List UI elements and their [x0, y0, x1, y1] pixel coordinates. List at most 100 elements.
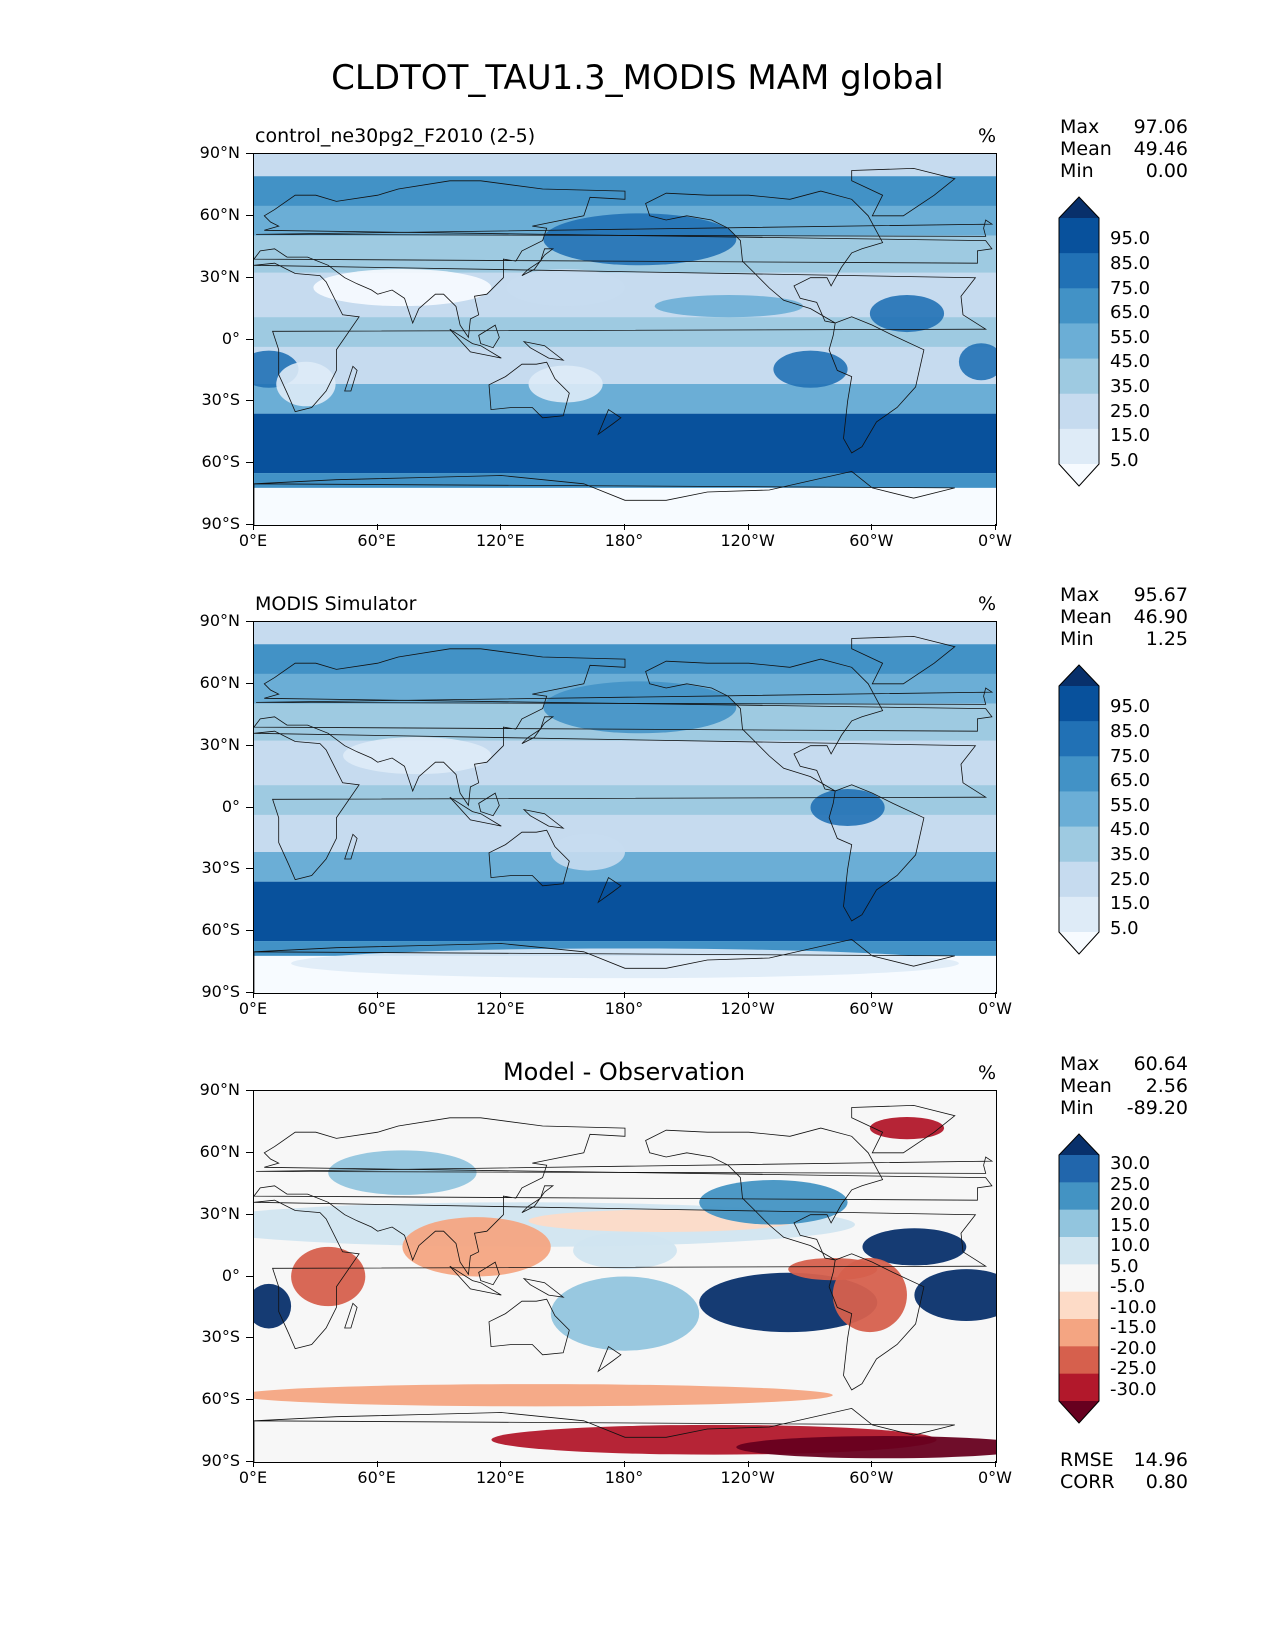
lon-tick-label: 180°: [604, 1468, 644, 1487]
stat-row: Mean 2.56: [1060, 1075, 1188, 1097]
colorbar-tick-label: 85.0: [1110, 252, 1151, 274]
stat-row: Mean 49.46: [1060, 138, 1188, 160]
lat-tick: [246, 462, 253, 464]
colorbar-tick-label: 85.0: [1110, 720, 1151, 742]
colorbar-segment: [1059, 721, 1099, 757]
lat-tick-label: 90°N: [199, 1080, 240, 1099]
colorbar-tick-label: 25.0: [1110, 1173, 1151, 1195]
lat-tick-label: 90°S: [201, 514, 240, 533]
lat-tick-label: 30°N: [199, 734, 240, 754]
colorbar-segment: [1059, 253, 1099, 289]
colorbar-tick-label: -5.0: [1110, 1276, 1146, 1297]
colorbar-tick-label: 10.0: [1110, 1235, 1151, 1256]
lon-tick-label: 60°W: [849, 999, 894, 1018]
colorbar: [1058, 1133, 1100, 1424]
stat-row: Min 1.25: [1060, 628, 1188, 650]
colorbar-extend-max: [1059, 665, 1099, 686]
colorbar-tick-label: 35.0: [1110, 843, 1151, 865]
colorbar-segment: [1059, 393, 1099, 430]
map-plot: [253, 621, 997, 994]
colorbar-segment: [1059, 288, 1099, 324]
figure-title: CLDTOT_TAU1.3_MODIS MAM global: [331, 58, 944, 98]
colorbar-tick-label: 45.0: [1110, 351, 1151, 373]
stat-label: Max: [1060, 1053, 1100, 1075]
colorbar-tick-label: 15.0: [1110, 1214, 1151, 1236]
lon-tick: [995, 1461, 996, 1467]
stat-row: Min -89.20: [1060, 1097, 1188, 1119]
colorbar-segment: [1059, 896, 1099, 933]
map-field: [254, 154, 996, 525]
units-label: %: [978, 125, 997, 147]
stat-value: 1.25: [1145, 628, 1188, 650]
lat-tick: [246, 1213, 253, 1215]
stat-label: Max: [1060, 584, 1100, 606]
colorbar-tick-label: 55.0: [1110, 326, 1151, 348]
panel-title: Model - Observation: [502, 1058, 746, 1086]
lon-tick-label: 0°W: [978, 999, 1012, 1018]
stat-row: RMSE 14.96: [1060, 1449, 1188, 1471]
lat-tick: [246, 1151, 253, 1153]
lon-tick-label: 60°W: [849, 531, 894, 550]
stat-row: Max 60.64: [1060, 1053, 1188, 1075]
colorbar-tick-label: -25.0: [1110, 1358, 1157, 1379]
lat-tick: [246, 276, 253, 278]
stat-value: 46.90: [1133, 606, 1188, 628]
stat-label: RMSE: [1060, 1449, 1114, 1471]
stat-value: 60.64: [1133, 1053, 1188, 1075]
stat-label: Mean: [1060, 138, 1112, 160]
colorbar-segment: [1059, 1209, 1099, 1238]
lat-tick: [246, 992, 253, 993]
lon-tick-label: 60°E: [357, 1468, 396, 1487]
lon-tick: [871, 1461, 873, 1467]
colorbar-segment: [1059, 791, 1099, 828]
lat-tick: [246, 868, 253, 870]
panel-title: control_ne30pg2_F2010 (2-5): [255, 125, 536, 147]
lat-tick: [246, 806, 253, 808]
lat-tick-label: 0°: [221, 796, 240, 816]
lon-tick: [747, 992, 749, 998]
lon-tick: [500, 1461, 502, 1467]
lat-tick-label: 60°S: [201, 452, 240, 472]
colorbar-segment: [1059, 1237, 1099, 1265]
lat-tick: [246, 1090, 253, 1091]
lat-tick-label: 60°N: [199, 672, 240, 692]
colorbar-segment: [1059, 1182, 1099, 1211]
colorbar-tick-label: 65.0: [1110, 770, 1151, 792]
lat-tick-label: 60°S: [201, 1389, 240, 1409]
lat-tick: [246, 744, 253, 746]
colorbar-extend-min: [1059, 464, 1099, 486]
lon-tick-label: 180°: [604, 531, 644, 550]
stat-row: Min 0.00: [1060, 160, 1188, 182]
colorbar-segment: [1059, 1373, 1099, 1402]
lat-tick-label: 0°: [221, 328, 240, 348]
lat-tick: [246, 1337, 253, 1339]
lon-tick-label: 60°E: [357, 531, 396, 550]
lat-tick-label: 90°N: [199, 611, 240, 630]
colorbar-segment: [1059, 218, 1099, 254]
lon-tick-label: 0°E: [238, 999, 268, 1018]
lon-tick-label: 180°: [604, 999, 644, 1018]
stats-box: Max 60.64 Mean 2.56 Min -89.20: [1060, 1053, 1188, 1119]
stat-label: Min: [1060, 160, 1094, 182]
lon-tick: [995, 992, 996, 998]
lat-tick-label: 90°S: [201, 1451, 240, 1470]
lat-tick: [246, 1461, 253, 1462]
lat-tick: [246, 400, 253, 402]
lon-tick: [871, 992, 873, 998]
lon-tick-label: 120°W: [720, 1468, 775, 1487]
colorbar-extend-max: [1059, 197, 1099, 218]
lat-tick-label: 30°S: [201, 390, 240, 410]
colorbar-tick-label: 5.0: [1110, 1255, 1139, 1277]
units-label: %: [978, 1062, 997, 1084]
stat-row: Max 97.06: [1060, 116, 1188, 138]
lon-tick: [624, 992, 625, 998]
colorbar-tick-label: -30.0: [1110, 1378, 1157, 1400]
colorbar-extend-min: [1059, 932, 1099, 954]
colorbar-segment: [1059, 323, 1099, 360]
lon-tick-label: 0°W: [978, 531, 1012, 550]
colorbar-tick-label: 5.0: [1110, 917, 1139, 939]
stat-row: CORR 0.80: [1060, 1471, 1188, 1493]
lat-tick: [246, 621, 253, 622]
lat-tick: [246, 1275, 253, 1277]
colorbar-tick-label: 35.0: [1110, 375, 1151, 397]
